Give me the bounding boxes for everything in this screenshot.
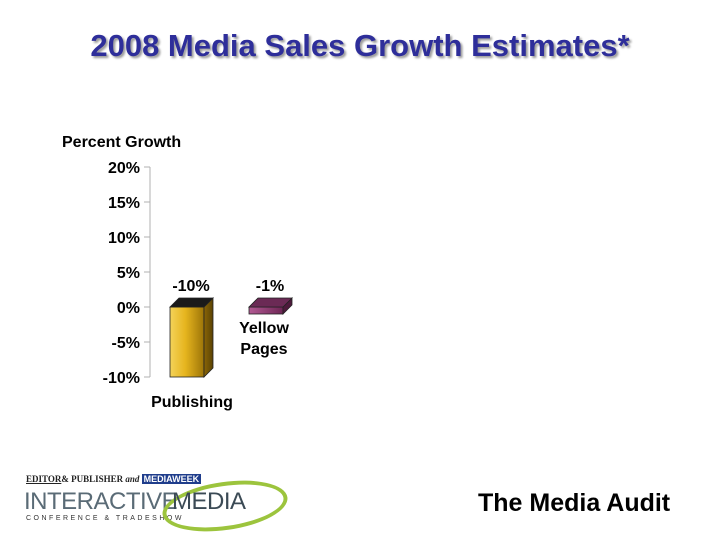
category-label: Publishing — [151, 394, 233, 411]
y-tick-label: -10% — [103, 370, 140, 387]
bar-top — [248, 297, 293, 308]
data-label: -10% — [172, 278, 209, 295]
category-label: Yellow — [239, 320, 289, 337]
bar-top — [169, 297, 214, 308]
data-label: -1% — [256, 278, 284, 295]
category-label: Pages — [240, 341, 287, 358]
logo-subtitle: CONFERENCE & TRADESHOW — [26, 515, 184, 522]
y-tick-label: 5% — [117, 265, 140, 282]
publisher-brand: EDITOR& PUBLISHER and MEDIAWEEK — [26, 474, 202, 484]
logo-media: MEDIA — [172, 488, 246, 515]
bar-yellow-pages — [248, 306, 284, 315]
logo-interactive: INTERACTIVE — [24, 488, 178, 515]
y-tick-label: 15% — [108, 195, 140, 212]
y-axis-label: Percent Growth — [62, 134, 181, 151]
chart-title: 2008 Media Sales Growth Estimates* — [90, 28, 630, 63]
bar-side — [203, 297, 214, 378]
y-tick-label: -5% — [112, 335, 140, 352]
y-tick-label: 10% — [108, 230, 140, 247]
y-tick-label: 20% — [108, 160, 140, 177]
conference-logo: EDITOR& PUBLISHER and MEDIAWEEK INTERACT… — [22, 473, 291, 539]
y-tick-label: 0% — [117, 300, 140, 317]
source-label: The Media Audit — [478, 489, 671, 517]
bar-publishing — [169, 306, 205, 378]
bar-chart: Percent Growth 20% 15% 10% 5% 0% -5% -10% -10%… — [62, 134, 293, 411]
